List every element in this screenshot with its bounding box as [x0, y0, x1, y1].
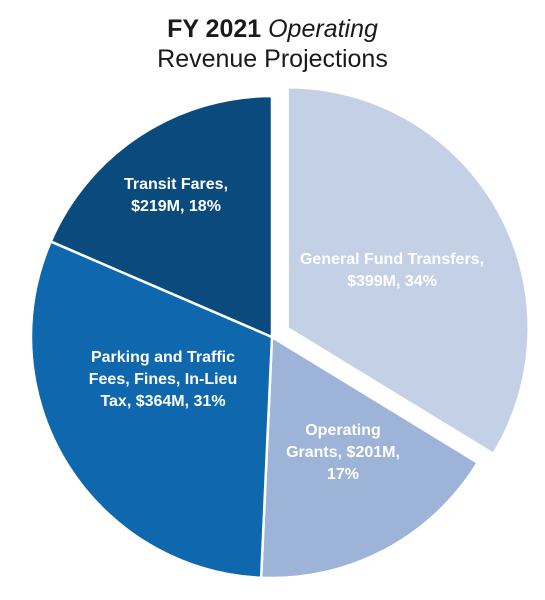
slice-label-3: Parking and Traffic Fees, Fines, In-Lieu T…: [89, 349, 237, 410]
slice-label-line: $399M, 34%: [347, 273, 437, 290]
slice-label-2: Operating Grants, $201M, 17%: [286, 422, 400, 483]
chart-title: FY 2021 Operating Revenue Projections: [0, 14, 545, 74]
slice-label-line: Grants, $201M,: [286, 444, 400, 461]
slice-label-line: General Fund Transfers,: [300, 251, 484, 268]
pie-slice-4: [49, 94, 274, 339]
pie-slice-2: [259, 335, 479, 580]
title-bold-text: FY 2021: [167, 15, 262, 43]
slice-label-line: Fees, Fines, In-Lieu: [89, 371, 237, 388]
slice-label-line: Transit Fares,: [124, 176, 228, 193]
pie-slice-3: [29, 240, 274, 580]
slice-label-line: Operating: [305, 422, 381, 439]
slice-label-4: Transit Fares, $219M, 18%: [124, 176, 228, 215]
slice-label-line: Parking and Traffic: [91, 349, 235, 366]
slice-label-line: 17%: [327, 466, 359, 483]
title-line: FY 2021 Operating: [0, 14, 545, 44]
title-italic-text: Operating: [268, 15, 378, 43]
chart-subtitle: Revenue Projections: [157, 45, 388, 73]
slice-label-line: Tax, $364M, 31%: [100, 393, 225, 410]
slice-label-line: $219M, 18%: [131, 198, 221, 215]
pie-labels: General Fund Transfers, $399M, 34% Operati…: [89, 176, 484, 483]
pie-slices: [29, 85, 530, 580]
slice-label-1: General Fund Transfers, $399M, 34%: [300, 251, 484, 290]
pie-slice-1: [286, 85, 530, 456]
